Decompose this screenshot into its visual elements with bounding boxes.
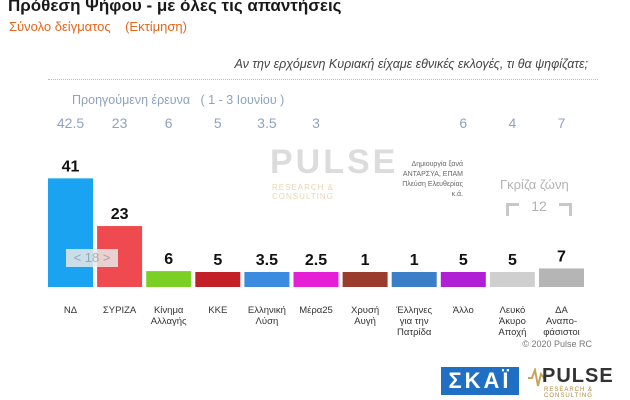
bar-5 — [293, 272, 339, 287]
previous-value-label: 7 — [558, 115, 566, 131]
previous-value-label: 23 — [112, 115, 128, 131]
bar-value-label: 5 — [213, 252, 222, 269]
syriza-range-box: < 18 > — [66, 249, 118, 267]
bar-value-label: 1 — [410, 252, 419, 269]
bar-value-label: 23 — [111, 206, 129, 223]
category-label: Αποχή — [498, 327, 526, 338]
bar-value-label: 1 — [361, 252, 370, 269]
note-line: Πλεύση Ελευθερίας — [402, 181, 463, 188]
previous-value-label: 6 — [459, 115, 467, 131]
category-label: Έλληνες — [395, 305, 432, 316]
bracket-left — [506, 203, 519, 216]
small-parties-note: Δημιουργία ξανά ΑΝΤΑΡΣΥΑ, ΕΠΑΜ Πλεύση Ελ… — [395, 160, 463, 200]
category-label: Λύση — [256, 316, 279, 327]
previous-value-label: 3 — [312, 115, 320, 131]
category-label: Πατρίδα — [397, 327, 432, 338]
bar-4 — [244, 272, 290, 287]
grey-zone-bracket: 12 — [506, 198, 572, 218]
pulse-wave-icon — [528, 368, 546, 387]
category-label: ΔΑ — [555, 305, 568, 316]
pulse-watermark: PULSE RESEARCH & CONSULTING — [248, 143, 395, 201]
previous-value-label: 6 — [165, 115, 173, 131]
category-label: Λευκό — [500, 305, 526, 316]
bar-value-label: 6 — [164, 251, 173, 268]
category-label: φάσιστοι — [543, 327, 580, 338]
bar-value-label: 41 — [62, 158, 80, 175]
bar-7 — [391, 272, 437, 287]
bar-value-label: 5 — [508, 252, 517, 269]
bracket-right — [559, 203, 572, 216]
note-line: Δημιουργία ξανά — [411, 161, 463, 168]
grey-zone-value: 12 — [531, 198, 547, 214]
category-label: Ελληνική — [248, 305, 286, 316]
category-label: Αναπο- — [546, 316, 577, 327]
grey-zone-label: Γκρίζα ζώνη — [500, 177, 569, 192]
bar-3 — [195, 272, 241, 287]
bar-6 — [342, 272, 388, 287]
pulse-logo-tagline: RESEARCH & CONSULTING — [544, 387, 594, 399]
bar-2 — [146, 271, 192, 287]
category-label: Κίνημα — [154, 305, 184, 316]
previous-survey-caption: Προηγούμενη έρευνα ( 1 - 3 Ιουνίου ) — [72, 93, 285, 107]
bar-0 — [48, 178, 93, 287]
watermark-tagline: RESEARCH & CONSULTING — [272, 183, 335, 201]
category-label: Αλλαγής — [151, 316, 187, 327]
bar-8 — [440, 272, 486, 287]
bar-value-label: 2.5 — [305, 252, 327, 269]
skai-logo: ΣΚΑΪ — [441, 367, 519, 395]
chart-subtitle: Σύνολο δείγματος (Εκτίμηση) — [9, 19, 187, 34]
divider — [48, 79, 598, 80]
category-label: ΚΚΕ — [208, 305, 227, 316]
category-label: Χρυσή — [351, 305, 379, 316]
category-label: Αυγή — [354, 316, 376, 327]
previous-value-label: 4 — [509, 115, 517, 131]
note-line: ΑΝΤΑΡΣΥΑ, ΕΠΑΜ — [402, 171, 463, 178]
category-label: για την — [400, 316, 429, 327]
previous-value-label: 3.5 — [257, 115, 277, 131]
watermark-text: PULSE — [270, 143, 399, 181]
previous-value-label: 5 — [214, 115, 222, 131]
bar-9 — [489, 272, 535, 287]
previous-value-label: 42.5 — [57, 115, 84, 131]
bar-value-label: 7 — [557, 248, 566, 265]
chart-title: Πρόθεση Ψήφου - με όλες τις απαντήσεις — [8, 0, 342, 15]
category-label: Άκυρο — [499, 316, 526, 327]
category-label: Μέρα25 — [299, 305, 333, 316]
category-label: Άλλο — [453, 305, 474, 316]
pulse-logo: PULSE RESEARCH & CONSULTING — [528, 365, 624, 399]
category-label: ΣΥΡΙΖΑ — [103, 305, 137, 316]
bar-value-label: 5 — [459, 252, 468, 269]
bar-value-label: 3.5 — [256, 252, 278, 269]
copyright-note: © 2020 Pulse RC — [522, 339, 592, 349]
bar-10 — [539, 268, 584, 287]
pulse-logo-text: PULSE — [542, 365, 614, 387]
category-label: ΝΔ — [64, 305, 78, 316]
survey-question: Αν την ερχόμενη Κυριακή είχαμε εθνικές ε… — [234, 57, 588, 71]
note-line: κ.ά. — [451, 191, 463, 198]
